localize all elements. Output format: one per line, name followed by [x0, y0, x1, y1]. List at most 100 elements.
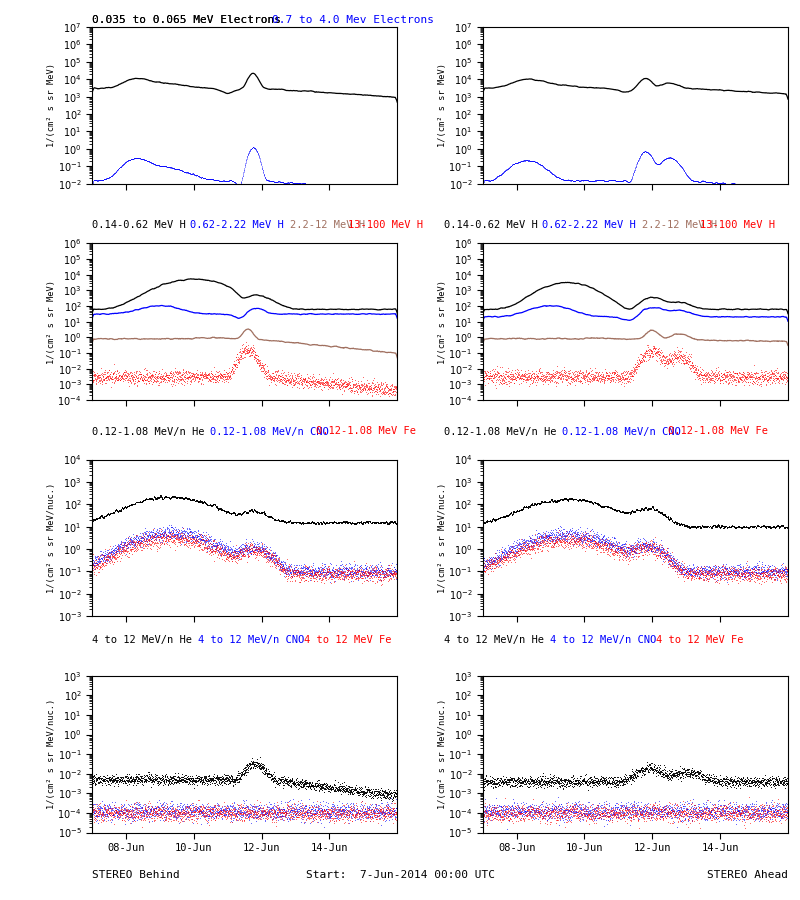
Point [102, 553, 114, 567]
Point [642, 809, 654, 824]
Point [142, 772, 155, 787]
Point [249, 141, 262, 156]
Point [124, 152, 137, 166]
Point [482, 549, 495, 563]
Point [757, 799, 770, 814]
Point [125, 369, 138, 383]
Point [93, 173, 106, 187]
Point [293, 806, 306, 821]
Point [699, 175, 712, 189]
Point [294, 367, 307, 382]
Point [683, 566, 696, 580]
Point [755, 518, 768, 533]
Point [751, 572, 764, 586]
Point [692, 809, 705, 824]
Point [586, 372, 599, 386]
Point [726, 176, 739, 190]
Point [739, 774, 752, 788]
Point [182, 364, 195, 379]
Point [310, 776, 323, 790]
Point [298, 773, 311, 788]
Point [695, 563, 708, 578]
Point [154, 772, 166, 787]
Point [298, 380, 310, 394]
Point [542, 163, 554, 177]
Point [374, 804, 386, 818]
Point [226, 775, 239, 789]
Point [175, 491, 188, 505]
Point [365, 516, 378, 530]
Point [557, 492, 570, 507]
Point [730, 568, 742, 582]
Point [590, 496, 602, 510]
Point [354, 782, 367, 796]
Point [178, 370, 191, 384]
Point [388, 560, 401, 574]
Point [260, 552, 273, 566]
Point [674, 567, 687, 581]
Point [690, 566, 702, 580]
Point [624, 541, 637, 555]
Point [668, 515, 681, 529]
Point [665, 559, 678, 573]
Point [150, 158, 163, 173]
Point [686, 814, 698, 828]
Point [209, 773, 222, 788]
Point [154, 807, 167, 822]
Point [106, 367, 119, 382]
Point [380, 182, 393, 196]
Point [691, 770, 704, 785]
Point [330, 179, 343, 194]
Point [606, 370, 618, 384]
Point [757, 518, 770, 533]
Point [158, 805, 171, 819]
Point [226, 506, 238, 520]
Point [585, 528, 598, 543]
Point [94, 508, 107, 523]
Point [267, 549, 280, 563]
Point [701, 519, 714, 534]
Point [204, 499, 217, 513]
Point [166, 805, 178, 819]
Point [253, 356, 266, 370]
Point [249, 804, 262, 818]
Point [645, 761, 658, 776]
Point [485, 515, 498, 529]
Point [693, 808, 706, 823]
Point [578, 808, 590, 823]
Point [235, 551, 248, 565]
Point [259, 766, 272, 780]
Point [718, 176, 730, 191]
Point [518, 544, 531, 558]
Point [494, 554, 506, 569]
Point [780, 773, 793, 788]
Point [256, 804, 269, 818]
Point [151, 530, 164, 544]
Point [298, 799, 310, 814]
Point [498, 799, 511, 814]
Point [243, 544, 256, 559]
Point [244, 143, 257, 157]
Point [228, 811, 241, 825]
Point [342, 813, 354, 827]
Point [318, 374, 331, 389]
Point [191, 524, 204, 538]
Point [586, 496, 598, 510]
Point [683, 566, 696, 580]
Point [685, 809, 698, 824]
Point [513, 801, 526, 815]
Point [208, 533, 221, 547]
Point [714, 804, 726, 818]
Point [151, 526, 164, 540]
Point [654, 505, 666, 519]
Point [92, 558, 105, 572]
Point [582, 174, 594, 188]
Point [570, 531, 582, 545]
Point [748, 565, 761, 580]
Point [774, 561, 787, 575]
Point [493, 168, 506, 183]
Point [569, 799, 582, 814]
Point [604, 536, 617, 550]
Point [145, 491, 158, 506]
Point [250, 356, 263, 370]
